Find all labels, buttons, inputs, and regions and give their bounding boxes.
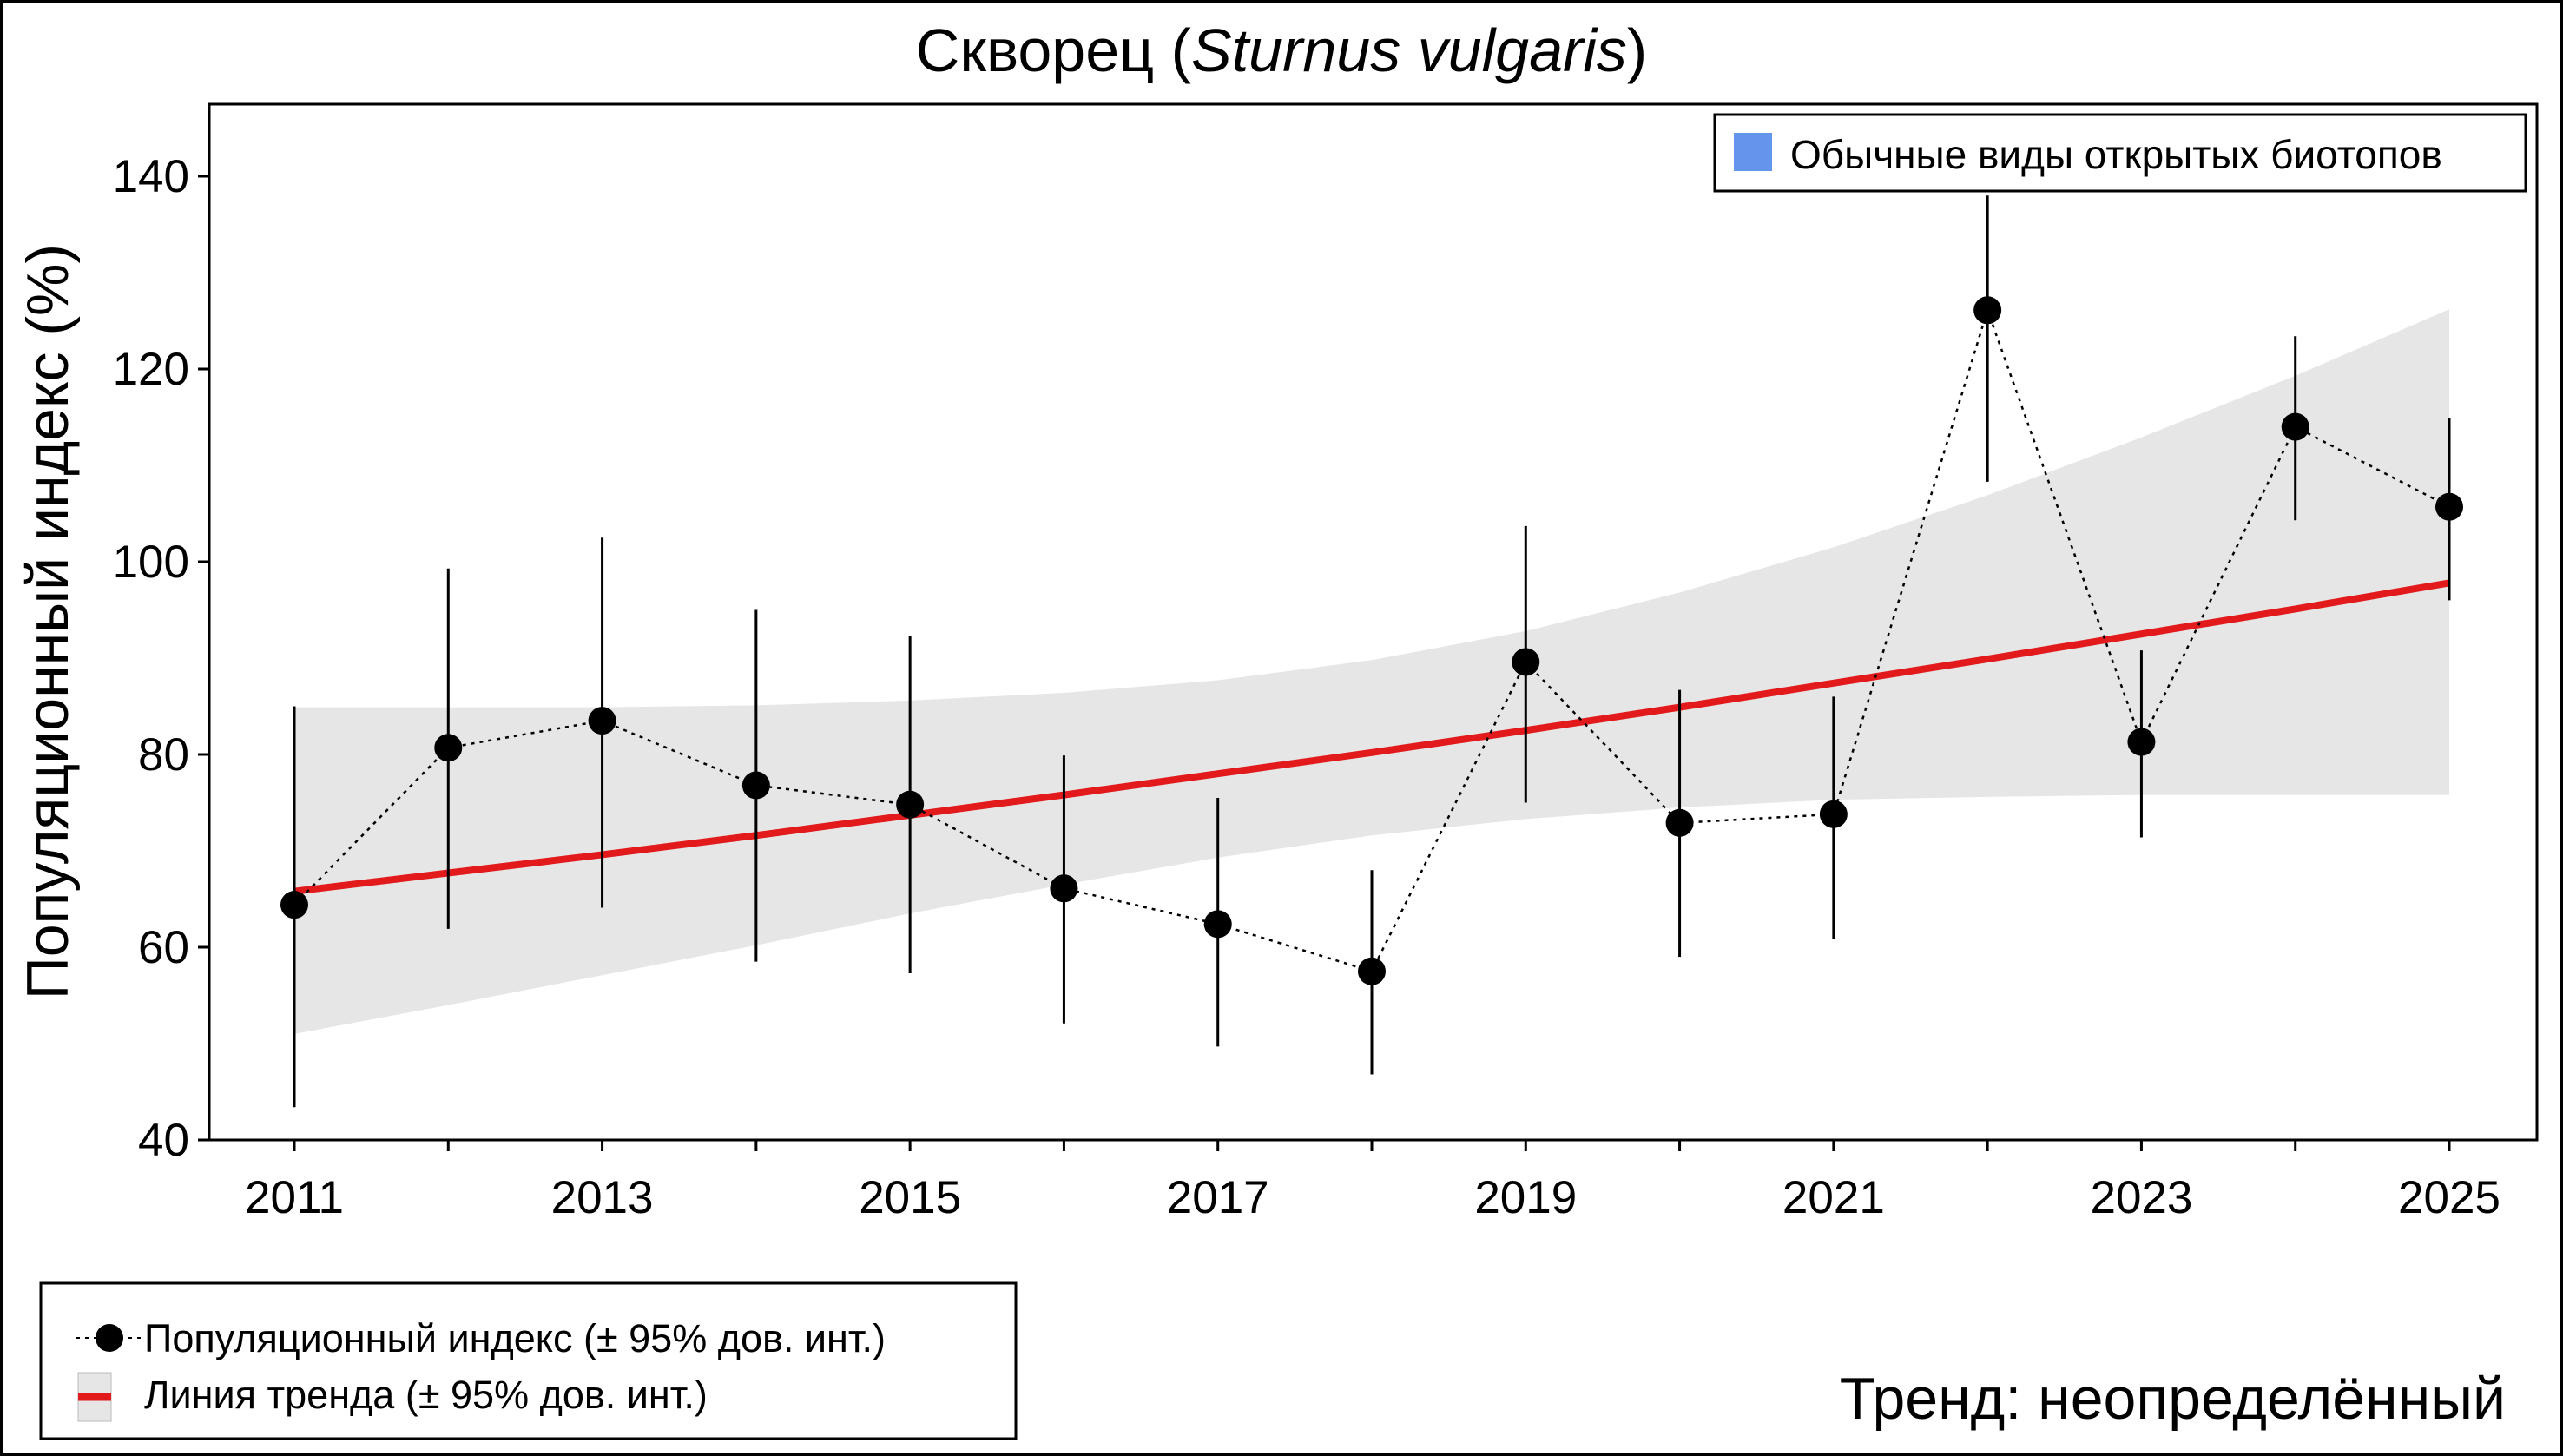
y-tick-label-100: 100 [113, 537, 189, 588]
index-point-2014 [741, 771, 770, 800]
chart-title: Скворец (Sturnus vulgaris) [916, 16, 1647, 84]
index-point-2024 [2281, 412, 2309, 441]
x-tick-label-2013: 2013 [551, 1172, 654, 1223]
index-point-2020 [1665, 808, 1694, 837]
x-tick-label-2019: 2019 [1474, 1172, 1577, 1223]
index-points-layer [280, 195, 2463, 1108]
x-tick-label-2023: 2023 [2090, 1172, 2192, 1223]
series-legend: Популяционный индекс (± 95% дов. инт.) Л… [39, 1281, 1018, 1440]
trend-confidence-band-layer [294, 309, 2449, 1034]
index-point-2018 [1358, 957, 1386, 985]
y-tick-label-60: 60 [138, 922, 189, 973]
index-point-2023 [2127, 728, 2156, 756]
legend-index-label: Популяционный индекс (± 95% дов. инт.) [144, 1316, 886, 1360]
index-point-2013 [588, 707, 616, 735]
index-point-2016 [1050, 874, 1078, 903]
x-tick-label-2025: 2025 [2398, 1172, 2500, 1223]
index-point-2015 [896, 790, 925, 819]
index-point-2011 [280, 891, 308, 919]
x-tick-label-2017: 2017 [1167, 1172, 1269, 1223]
axes-layer: 40 60 80 100 120 140 2011 2013 2015 2017 2019 2021 2… [113, 151, 2500, 1223]
trend-line [293, 579, 2450, 895]
y-tick-label-120: 120 [113, 344, 189, 395]
index-point-2019 [1512, 648, 1540, 676]
group-color-swatch [1734, 133, 1772, 171]
index-point-2025 [2435, 492, 2463, 521]
group-legend-label: Обычные виды открытых биотопов [1790, 132, 2442, 177]
y-tick-label-140: 140 [113, 151, 189, 202]
index-point-2021 [1819, 800, 1848, 828]
index-point-2012 [434, 734, 463, 762]
x-tick-label-2011: 2011 [245, 1172, 344, 1223]
trend-line-layer [293, 579, 2450, 895]
legend-trend-label: Линия тренда (± 95% дов. инт.) [144, 1373, 708, 1417]
y-axis-label: Популяционный индекс (%) [15, 244, 81, 999]
y-tick-label-40: 40 [138, 1115, 189, 1166]
group-legend: Обычные виды открытых биотопов [1713, 113, 2527, 193]
trend-annotation: Тренд: неопределённый [1840, 1366, 2506, 1432]
x-tick-label-2015: 2015 [859, 1172, 961, 1223]
index-point-2017 [1203, 910, 1232, 939]
x-tick-label-2021: 2021 [1782, 1172, 1885, 1223]
trend-confidence-band [294, 309, 2449, 1034]
legend-index-marker [96, 1324, 123, 1352]
y-tick-label-80: 80 [138, 729, 189, 781]
index-point-2022 [1973, 296, 2002, 325]
